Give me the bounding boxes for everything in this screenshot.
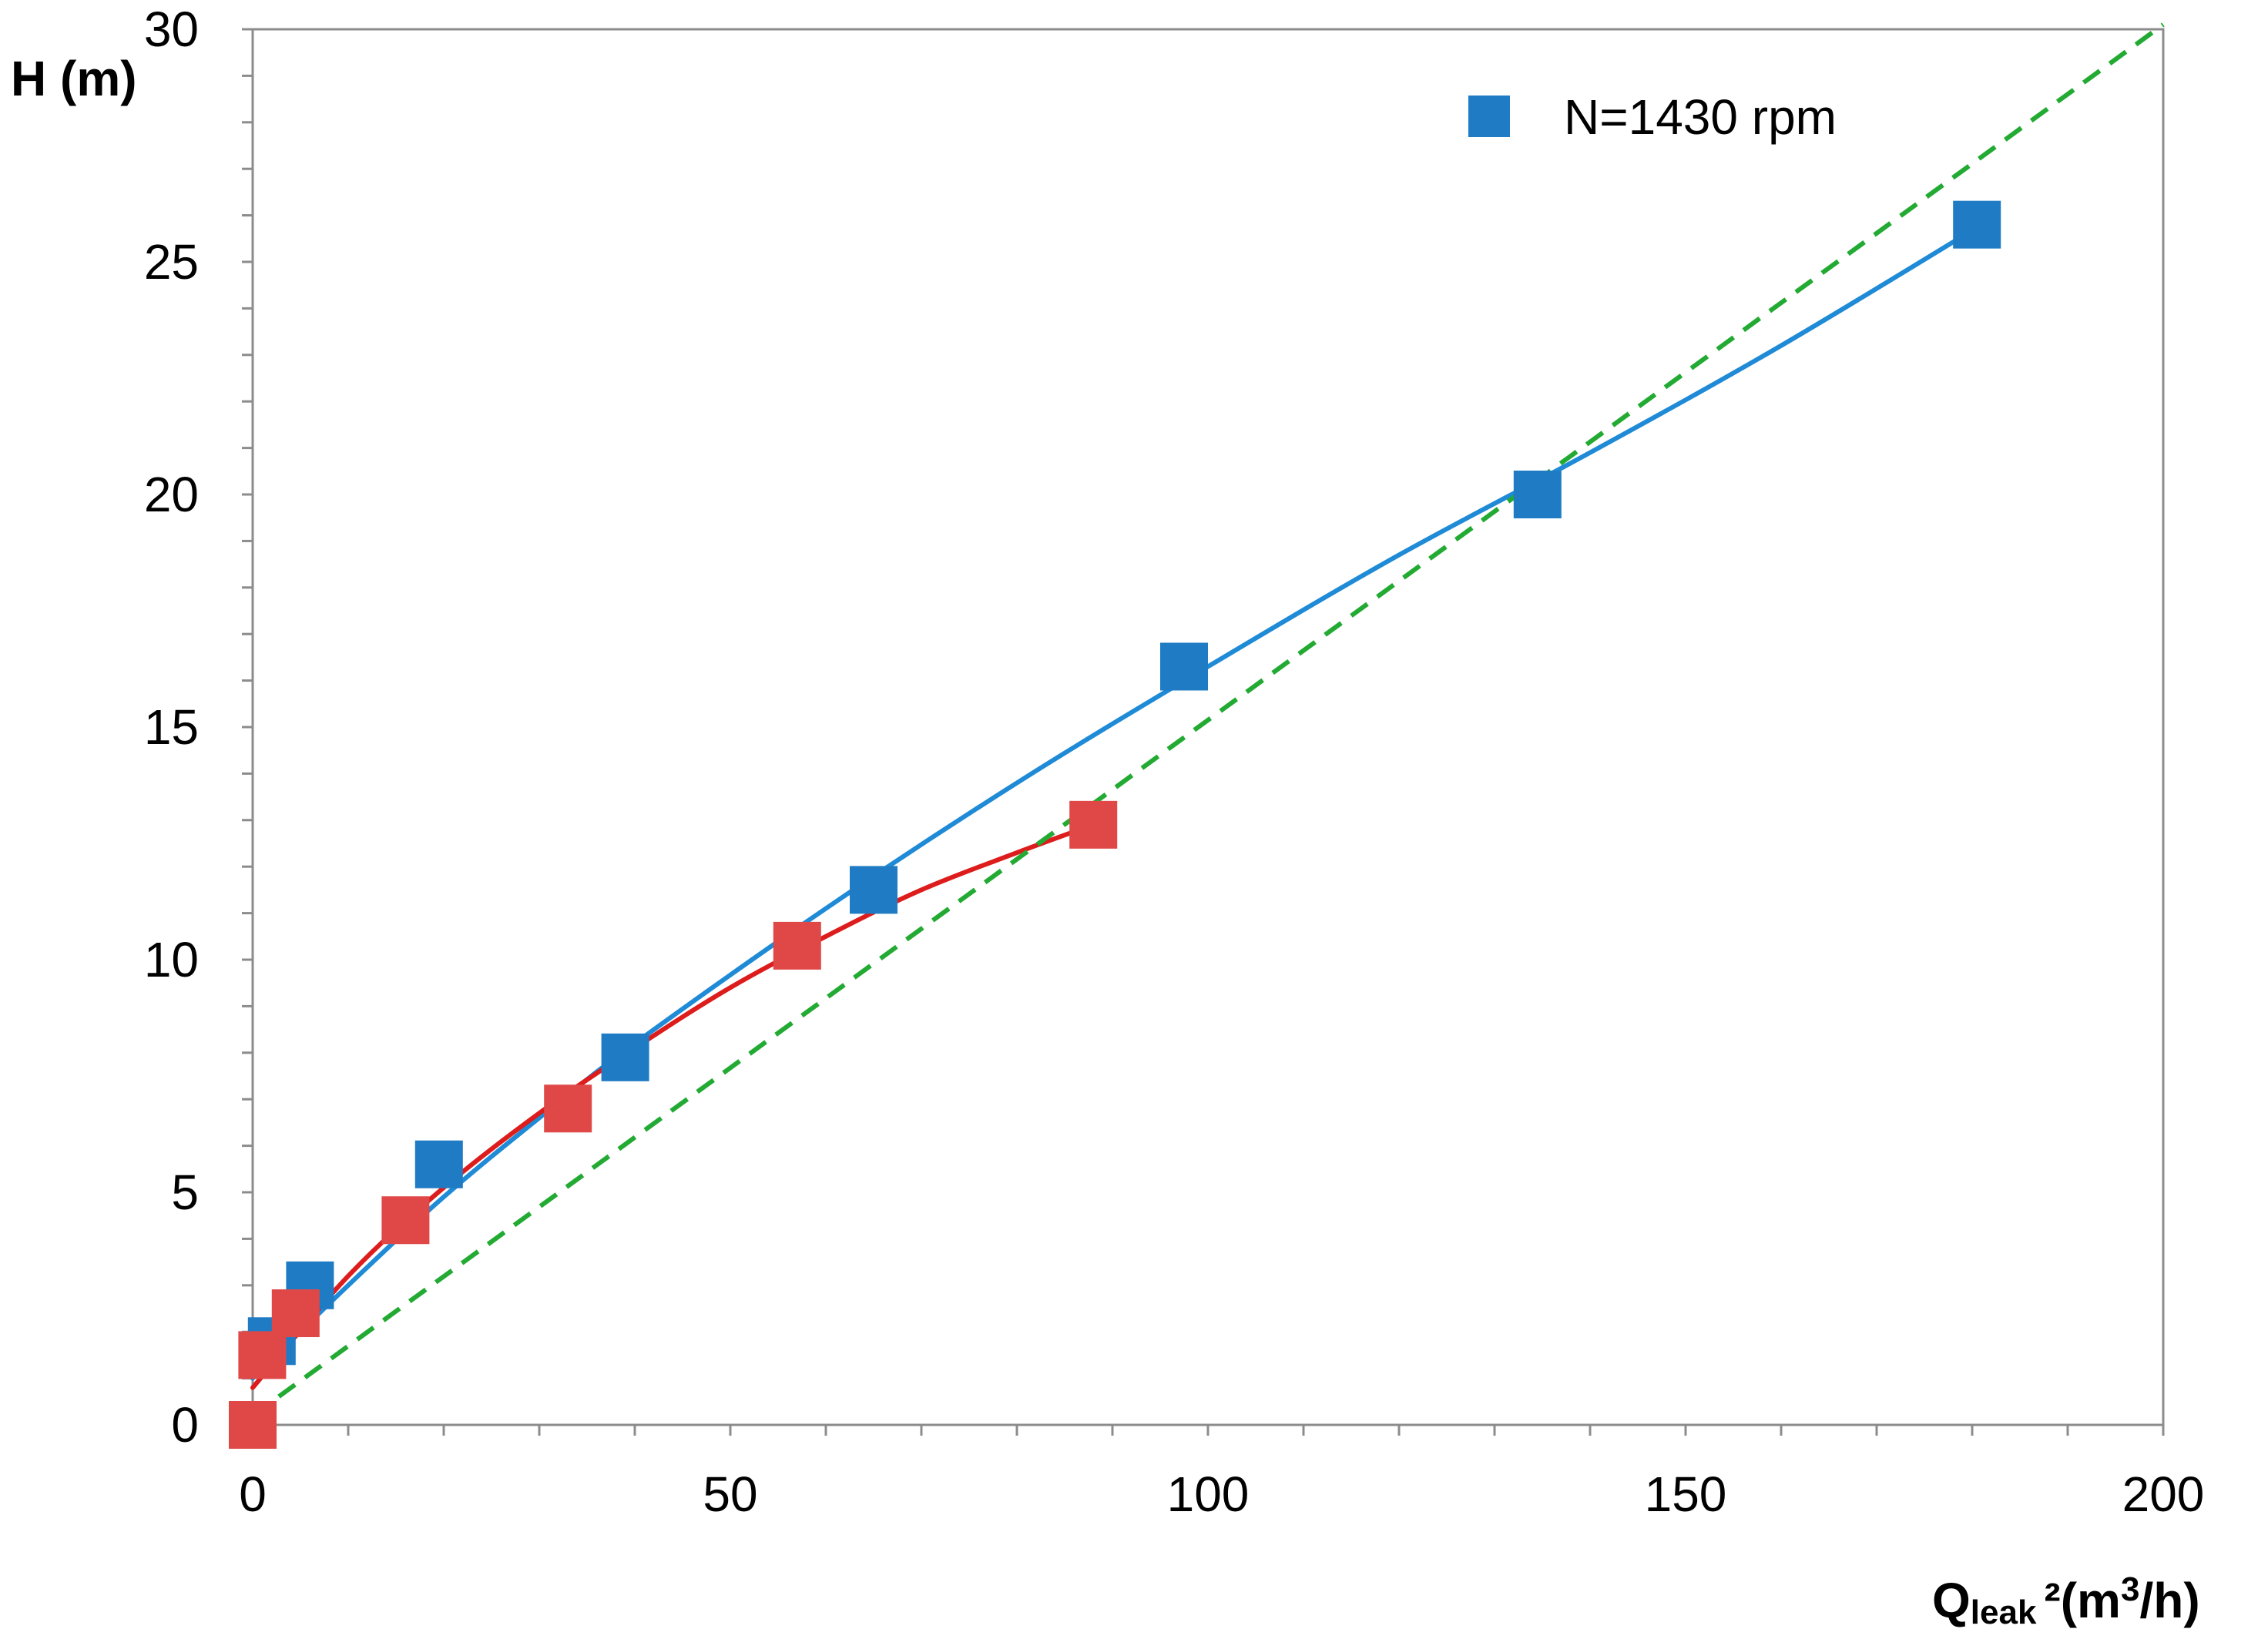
x-tick-labels: 0 50 100 150 200 bbox=[239, 1466, 2204, 1522]
y-tick-label: 10 bbox=[144, 932, 199, 987]
red-data-point bbox=[238, 1331, 287, 1379]
y-tick-label: 15 bbox=[144, 699, 199, 755]
trendline-red-fit bbox=[250, 822, 1096, 1390]
trendline-green-reference bbox=[251, 22, 2165, 1418]
x-tick-label: 150 bbox=[1645, 1466, 1727, 1522]
legend-marker bbox=[1468, 96, 1510, 137]
x-axis-title: Qleak ²(m3/h) bbox=[1932, 1570, 2200, 1631]
blue-data-point bbox=[1513, 471, 1562, 518]
red-data-point bbox=[1069, 800, 1118, 849]
x-axis-title-end: /h) bbox=[2139, 1573, 2199, 1628]
y-tick-label: 5 bbox=[171, 1165, 199, 1220]
x-axis-title-sub: leak bbox=[1971, 1594, 2037, 1631]
red-data-point bbox=[544, 1084, 592, 1133]
red-data-point bbox=[229, 1401, 277, 1449]
y-tick-labels: 0 5 10 15 20 25 30 bbox=[144, 2, 199, 1453]
x-axis-title-main: Q bbox=[1932, 1573, 1971, 1628]
plot-area bbox=[251, 28, 2165, 1426]
blue-data-point bbox=[414, 1140, 463, 1188]
red-data-point bbox=[773, 921, 821, 970]
legend: N=1430 rpm bbox=[1468, 89, 1837, 145]
blue-data-point bbox=[850, 866, 897, 914]
x-tick-label: 100 bbox=[1167, 1466, 1250, 1522]
x-tick-label: 0 bbox=[239, 1466, 267, 1522]
y-tick-label: 30 bbox=[144, 2, 199, 57]
y-tick-label: 20 bbox=[144, 467, 199, 522]
y-tick-label: 25 bbox=[144, 234, 199, 290]
red-data-point bbox=[381, 1196, 430, 1245]
x-minor-ticks bbox=[251, 1425, 2165, 1436]
legend-label: N=1430 rpm bbox=[1564, 89, 1837, 145]
x-tick-label: 200 bbox=[2122, 1466, 2205, 1522]
x-axis-title-post: ²(m bbox=[2044, 1573, 2121, 1628]
blue-data-point bbox=[1953, 200, 2001, 249]
trendline-blue-fit bbox=[250, 222, 1984, 1381]
x-axis-title-sup: 3 bbox=[2121, 1570, 2139, 1608]
trendlines bbox=[250, 22, 2165, 1418]
y-tick-label: 0 bbox=[171, 1397, 199, 1453]
x-tick-label: 50 bbox=[703, 1466, 757, 1522]
markers bbox=[229, 200, 2001, 1449]
y-minor-ticks bbox=[242, 28, 253, 1426]
y-axis-title: H (m) bbox=[11, 51, 137, 106]
red-data-point bbox=[271, 1289, 320, 1338]
blue-data-point bbox=[601, 1033, 649, 1081]
blue-data-point bbox=[1160, 642, 1208, 691]
